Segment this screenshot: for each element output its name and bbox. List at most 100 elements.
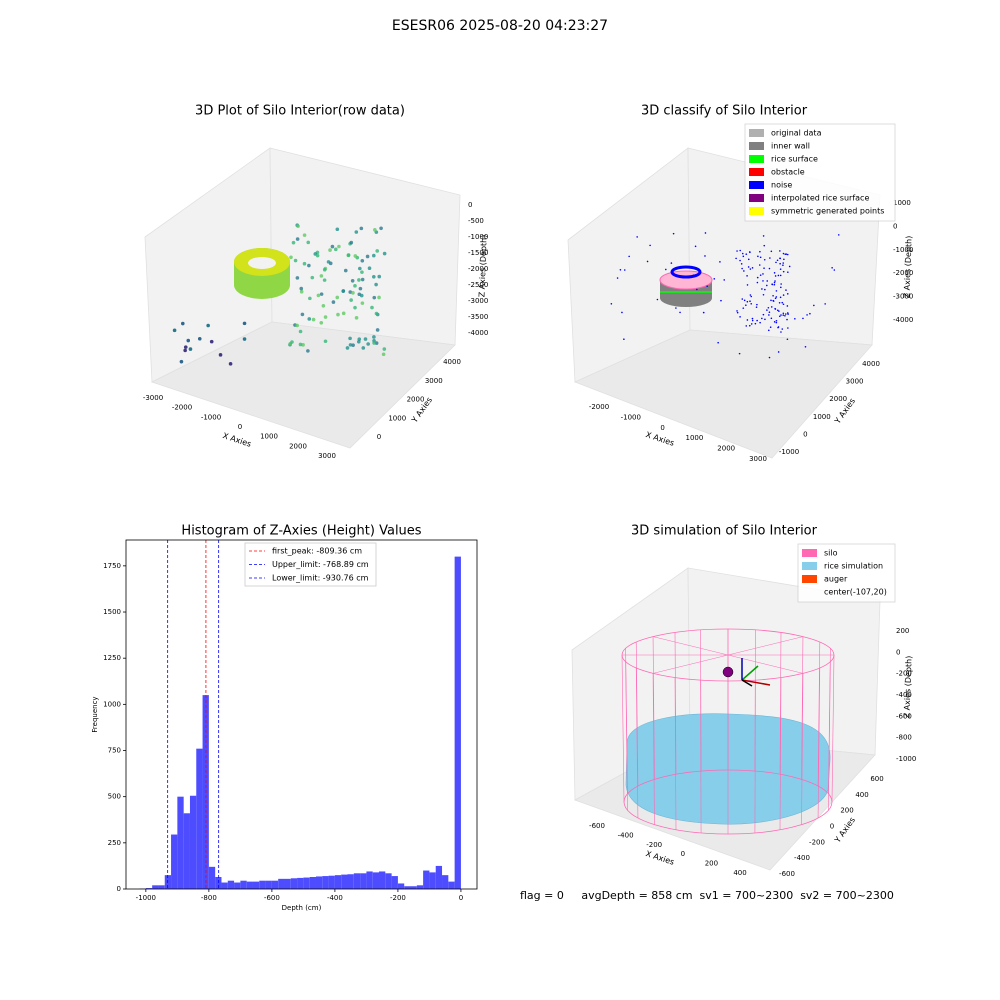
- z-tick-label: -1000: [896, 755, 916, 763]
- z-tick-label: -1000: [468, 233, 488, 241]
- decor-point: [322, 267, 327, 272]
- decor-point: [623, 338, 625, 341]
- y-tick-label: 1250: [103, 654, 121, 662]
- decor-point: [756, 303, 758, 306]
- z-axis-label: Z Axies (Depth): [477, 235, 488, 298]
- decor-point: [649, 244, 651, 247]
- y-tick-label: 200: [840, 807, 853, 815]
- z-tick-label: -800: [896, 734, 912, 742]
- bar: [429, 872, 436, 889]
- y-tick-label: 0: [377, 433, 381, 441]
- decor-point: [745, 253, 748, 255]
- z-tick-label: 200: [896, 627, 909, 635]
- decor-point: [773, 281, 776, 284]
- decor-point: [319, 274, 324, 278]
- decor-point: [348, 336, 352, 341]
- decor-point: [346, 253, 351, 257]
- decor-point: [242, 337, 247, 341]
- decor-point: [692, 274, 695, 276]
- decor-point: [763, 258, 766, 261]
- bar: [265, 880, 272, 889]
- legend-swatch: [749, 194, 764, 202]
- decor-point: [307, 263, 311, 268]
- y-tick-label: 750: [108, 747, 121, 755]
- axis-arrow: [741, 665, 759, 681]
- decor-point: [379, 226, 383, 231]
- z-tick-label: -500: [468, 217, 484, 225]
- decor-point: [782, 252, 785, 255]
- decor-point: [781, 328, 784, 330]
- legend-label: Lower_limit: -930.76 cm: [272, 574, 369, 583]
- decor-point: [704, 232, 707, 234]
- decor-point: [783, 258, 785, 261]
- bar: [372, 872, 380, 889]
- decor-point: [769, 326, 772, 329]
- decor-point: [372, 341, 376, 345]
- bar: [416, 885, 424, 889]
- bar: [252, 881, 260, 889]
- decor-point: [750, 323, 753, 325]
- bar: [309, 876, 316, 889]
- axis-arrow: [741, 679, 771, 686]
- decor-point: [746, 300, 749, 303]
- decor-point: [197, 336, 202, 341]
- decor-point: [739, 316, 741, 318]
- decor-point: [322, 278, 327, 282]
- decor-point: [779, 296, 782, 299]
- decor-point: [759, 250, 761, 253]
- silo-wire: [801, 673, 804, 825]
- silo-wire: [727, 636, 804, 656]
- x-tick-label: 0: [660, 424, 664, 432]
- decor-point: [770, 317, 773, 320]
- decor-point: [777, 326, 779, 329]
- decor-point: [381, 352, 386, 357]
- bar: [196, 748, 203, 889]
- decor-point: [357, 278, 361, 282]
- legend-label: original data: [771, 129, 822, 138]
- decor-point: [782, 270, 785, 273]
- decor-point: [788, 265, 791, 268]
- decor-point: [636, 236, 638, 238]
- decor-point: [349, 240, 354, 245]
- x-tick-label: 400: [733, 869, 746, 877]
- z-tick-label: -3000: [893, 293, 913, 301]
- legend-swatch: [749, 207, 764, 215]
- decor-point: [367, 266, 372, 270]
- decor-point: [766, 280, 769, 282]
- decor-point: [172, 328, 177, 333]
- decor-point: [739, 259, 741, 262]
- decor-point: [767, 329, 770, 332]
- decor-point: [763, 267, 765, 269]
- silo-wire: [779, 677, 782, 830]
- decor-point: [774, 280, 776, 282]
- decor-point: [806, 314, 808, 316]
- silo-wire: [652, 673, 655, 825]
- decor-point: [218, 353, 223, 357]
- decor-point: [375, 328, 380, 332]
- noise-ring: [670, 265, 702, 279]
- decor-point: [343, 268, 348, 273]
- decor-point: [619, 268, 622, 271]
- bar: [442, 875, 449, 889]
- decor-point: [751, 267, 754, 269]
- x-tick-label: -1000: [136, 894, 156, 902]
- x-tick-label: -200: [390, 894, 406, 902]
- bar: [379, 871, 386, 889]
- legend-label: noise: [771, 181, 792, 190]
- z-tick-label: 1000: [893, 199, 911, 207]
- decor-point: [768, 311, 771, 313]
- decor-point: [776, 309, 779, 312]
- decor-point: [307, 317, 312, 321]
- decor-point: [762, 280, 764, 282]
- decor-point: [759, 321, 761, 324]
- z-tick-label: 0: [468, 201, 472, 209]
- x-tick-label: -200: [646, 841, 662, 849]
- z-tick-label: 0: [896, 648, 900, 656]
- y-tick-label: 1000: [813, 413, 831, 421]
- y-tick-label: 1000: [388, 414, 406, 422]
- decor-point: [242, 321, 247, 326]
- decor-point: [794, 318, 796, 320]
- bar: [435, 865, 443, 889]
- bar: [410, 886, 417, 889]
- decor-point: [758, 264, 761, 266]
